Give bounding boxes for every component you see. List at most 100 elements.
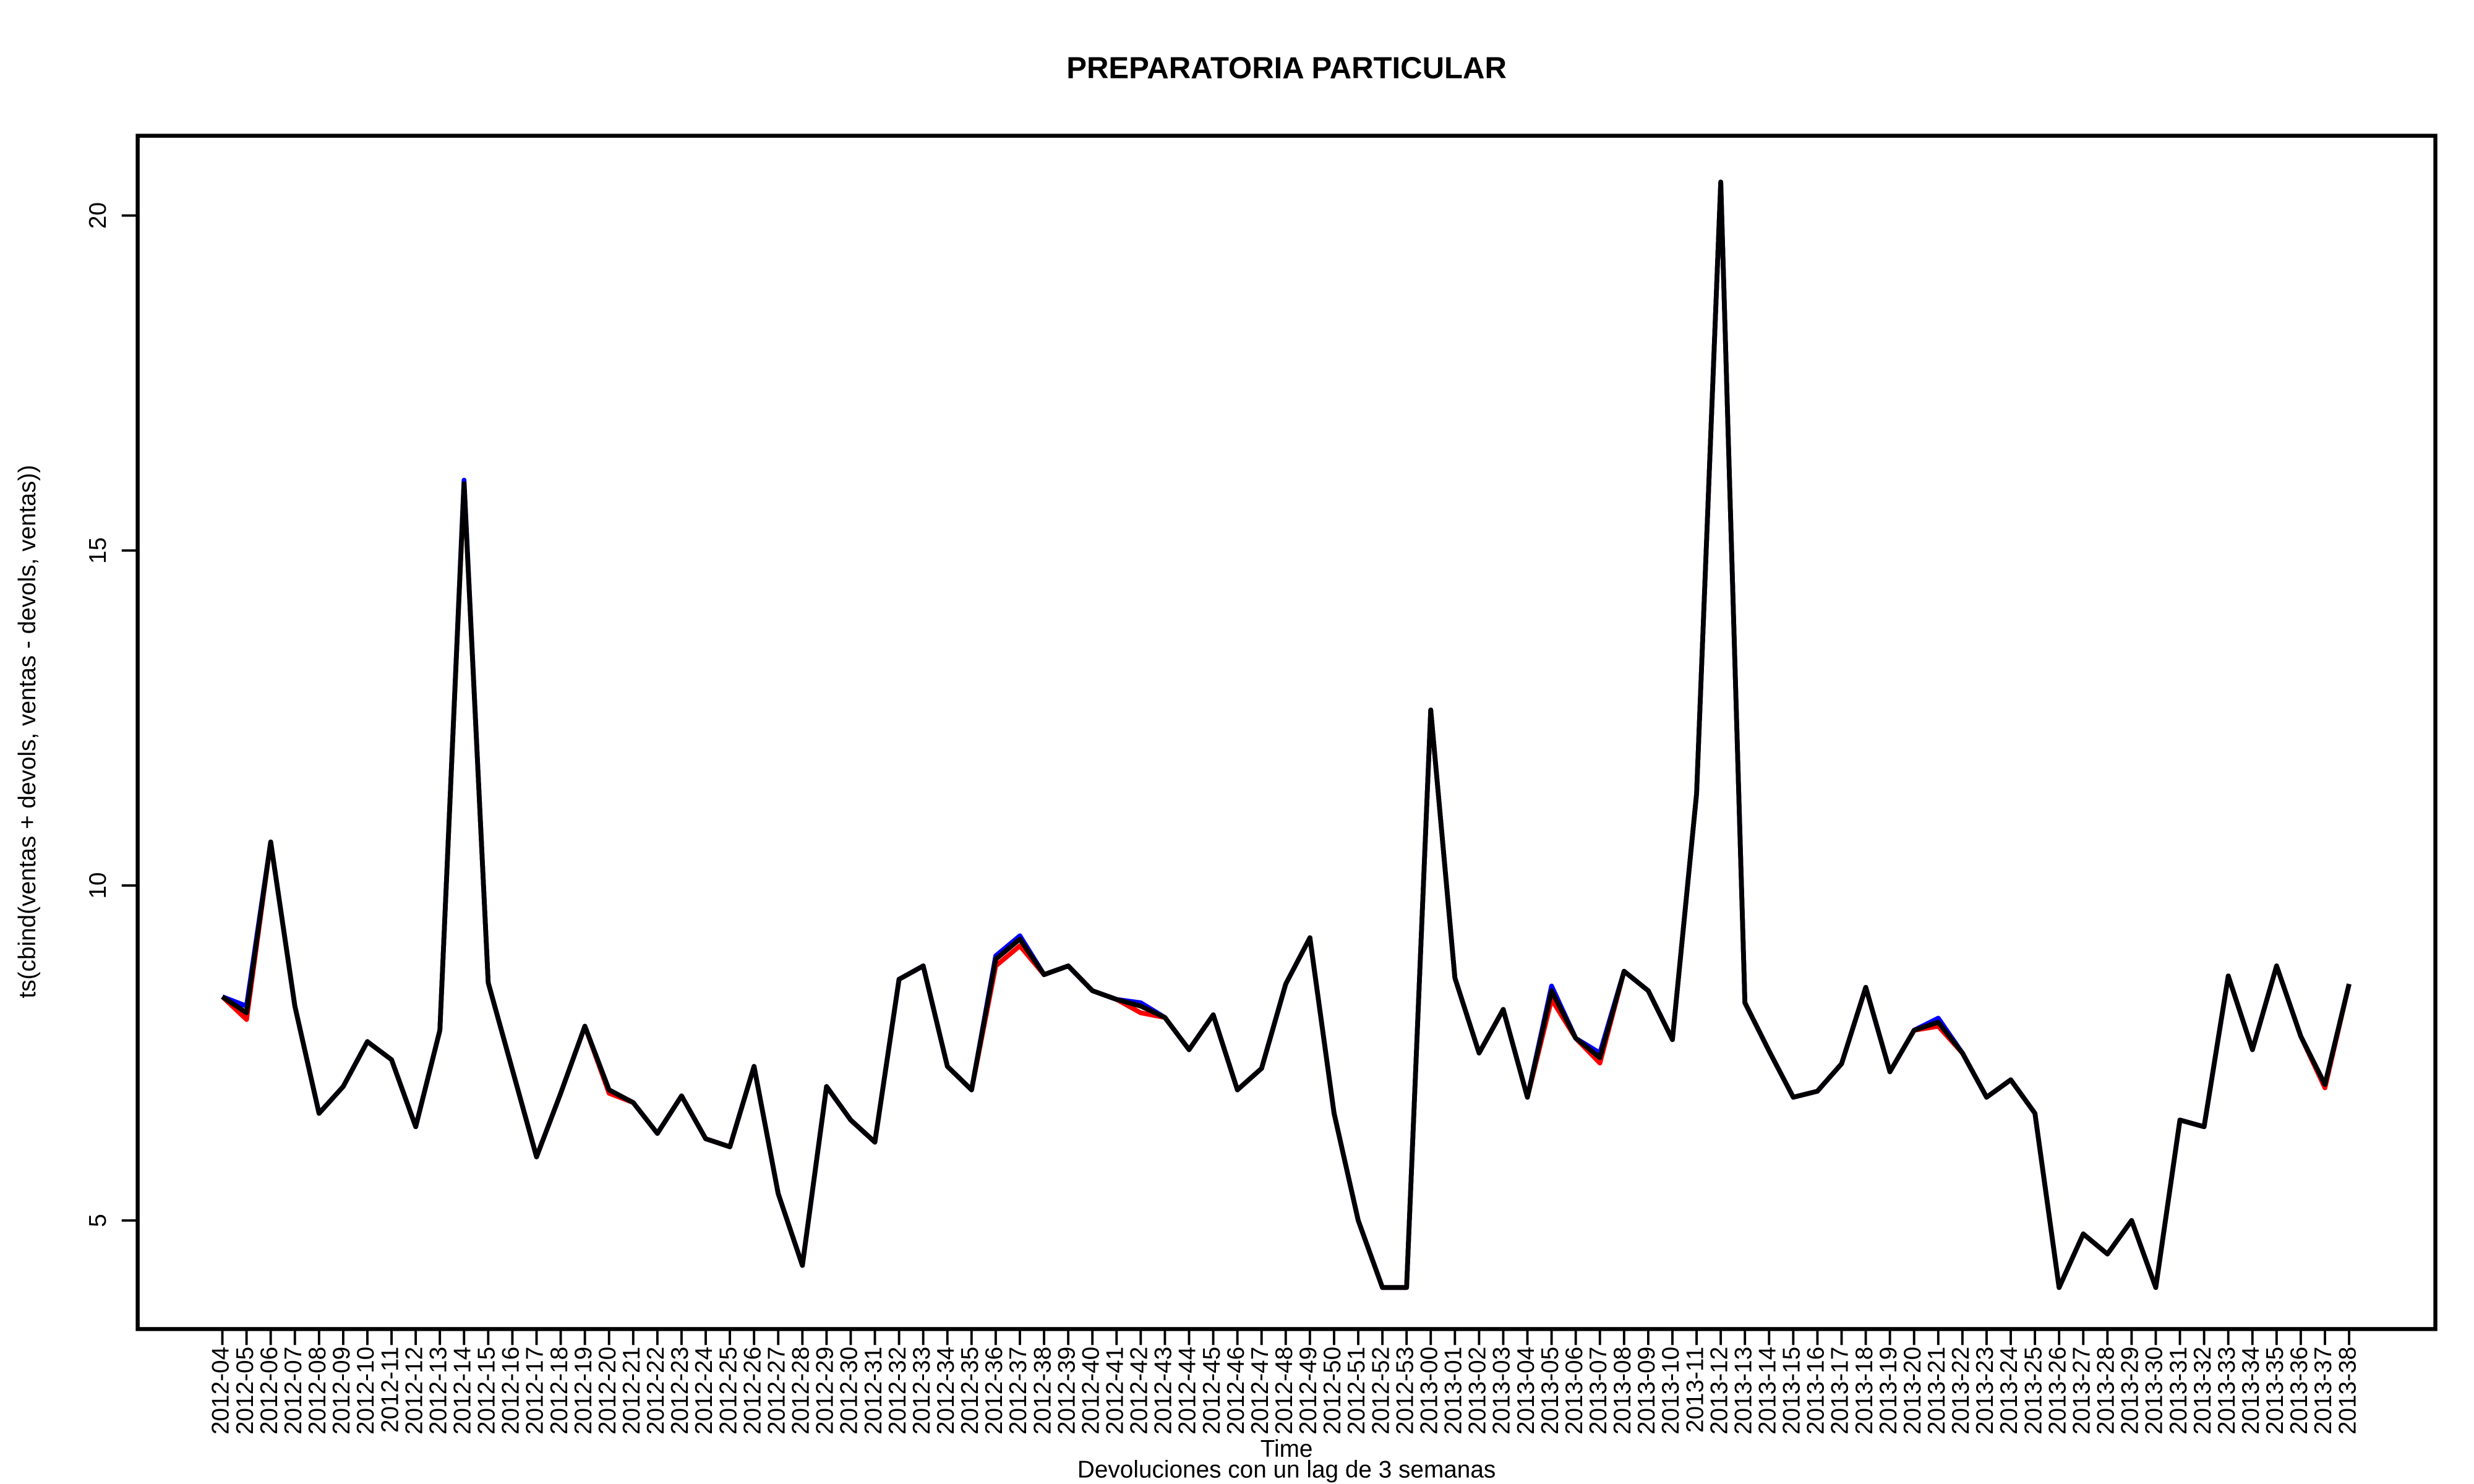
x-tick-label: 2012-47 [1247,1347,1273,1435]
x-tick-label: 2012-36 [981,1347,1008,1435]
x-tick-label: 2012-48 [1271,1347,1298,1435]
x-tick-label: 2013-16 [1803,1347,1830,1435]
x-tick-label: 2012-14 [450,1347,476,1435]
x-tick-label: 2012-11 [377,1347,403,1433]
x-tick-label: 2012-51 [1343,1347,1370,1435]
x-tick-label: 2012-07 [280,1347,307,1435]
x-tick-label: 2013-19 [1875,1347,1902,1435]
x-tick-label: 2012-32 [884,1347,911,1435]
x-tick-label: 2013-10 [1658,1347,1684,1435]
x-tick-label: 2013-01 [1440,1347,1467,1435]
x-tick-label: 2013-22 [1948,1347,1974,1435]
x-tick-label: 2012-27 [763,1347,790,1435]
x-tick-label: 2012-31 [860,1347,887,1435]
y-tick-label: 15 [85,537,111,564]
x-tick-label: 2012-52 [1368,1347,1394,1435]
x-tick-label: 2013-36 [2286,1347,2313,1435]
x-tick-label: 2013-35 [2262,1347,2288,1435]
x-tick-label: 2012-38 [1029,1347,1056,1435]
x-tick-label: 2012-41 [1102,1347,1129,1435]
x-tick-label: 2013-20 [1899,1347,1926,1435]
plot-frame [135,134,2438,1331]
series-line [221,179,2352,1290]
y-axis-label: ts(cbind(ventas + devols, ventas - devol… [14,465,41,999]
x-tick-label: 2013-27 [2068,1347,2095,1435]
x-tick-label: 2012-44 [1175,1347,1201,1435]
x-tick-label: 2013-04 [1513,1347,1539,1435]
x-tick-label: 2012-53 [1392,1347,1418,1435]
x-tick-label: 2012-22 [643,1347,669,1435]
x-tick-label: 2013-14 [1755,1347,1781,1435]
x-tick-label: 2013-28 [2093,1347,2120,1435]
x-tick-label: 2012-49 [1295,1347,1322,1435]
x-tick-label: 2013-17 [1827,1347,1854,1435]
x-tick-label: 2012-20 [594,1347,621,1435]
x-tick-label: 2013-05 [1537,1347,1564,1435]
y-tick-label: 5 [85,1214,111,1227]
x-tick-label: 2013-25 [2020,1347,2047,1435]
x-tick-label: 2012-19 [570,1347,597,1435]
x-tick-label: 2012-50 [1319,1347,1346,1435]
x-tick-label: 2013-26 [2044,1347,2071,1435]
x-tick-label: 2012-34 [933,1347,959,1435]
x-tick-label: 2013-00 [1416,1347,1442,1435]
x-tick-label: 2012-37 [1005,1347,1032,1435]
x-tick-label: 2013-37 [2310,1347,2337,1435]
series-line [220,179,2352,1290]
x-tick-label: 2013-02 [1465,1347,1491,1435]
x-tick-label: 2012-45 [1199,1347,1225,1435]
x-tick-label: 2012-29 [812,1347,839,1435]
x-tick-label: 2012-33 [909,1347,935,1435]
x-tick-label: 2012-35 [957,1347,983,1435]
x-tick-label: 2013-23 [1972,1347,1998,1435]
x-axis-label: Time [1261,1436,1313,1462]
x-tick-label: 2012-10 [353,1347,379,1435]
x-tick-label: 2012-24 [691,1347,717,1435]
x-tick-label: 2013-33 [2214,1347,2240,1435]
x-tick-label: 2012-43 [1150,1347,1177,1435]
x-tick-label: 2012-15 [474,1347,500,1435]
x-tick-label: 2013-21 [1924,1347,1950,1435]
y-tick-label: 10 [85,872,111,899]
x-tick-label: 2012-25 [715,1347,742,1435]
x-tick-label: 2012-17 [522,1347,549,1435]
x-tick-label: 2012-18 [546,1347,573,1435]
x-tick-label: 2012-46 [1223,1347,1249,1435]
x-tick-label: 2013-12 [1706,1347,1732,1435]
x-tick-label: 2013-18 [1851,1347,1878,1435]
x-tick-label: 2012-12 [401,1347,427,1435]
chart-title: PREPARATORIA PARTICULAR [1066,52,1507,85]
x-tick-label: 2013-34 [2238,1347,2264,1435]
x-tick-label: 2013-29 [2117,1347,2144,1435]
x-tick-label: 2012-26 [739,1347,766,1435]
x-tick-label: 2013-09 [1633,1347,1660,1435]
x-tick-label: 2012-06 [256,1347,283,1435]
x-tick-label: 2012-04 [208,1347,234,1435]
x-tick-label: 2013-11 [1682,1347,1708,1433]
x-tick-label: 2013-38 [2334,1347,2361,1435]
x-tick-label: 2013-03 [1489,1347,1515,1435]
x-tick-label: 2013-31 [2165,1347,2192,1435]
subtitle: Devoluciones con un lag de 3 semanas [1077,1457,1496,1483]
x-tick-label: 2012-23 [667,1347,693,1435]
x-tick-label: 2012-13 [425,1347,452,1435]
x-tick-label: 2012-28 [788,1347,815,1435]
y-tick-label: 20 [85,202,111,229]
x-tick-label: 2012-08 [304,1347,331,1435]
x-tick-label: 2013-32 [2189,1347,2216,1435]
x-tick-label: 2012-16 [498,1347,524,1435]
x-tick-label: 2013-30 [2141,1347,2168,1435]
x-tick-label: 2012-30 [836,1347,863,1435]
x-tick-label: 2013-24 [1996,1347,2022,1435]
x-tick-label: 2012-21 [618,1347,645,1435]
x-tick-label: 2013-07 [1585,1347,1612,1435]
x-tick-label: 2012-09 [328,1347,355,1435]
x-tick-label: 2013-15 [1779,1347,1805,1435]
x-tick-label: 2012-40 [1077,1347,1104,1435]
x-tick-label: 2013-13 [1730,1347,1757,1435]
series-line [221,179,2352,1290]
x-tick-label: 2013-06 [1561,1347,1588,1435]
x-tick-label: 2012-05 [232,1347,259,1435]
x-tick-label: 2012-42 [1126,1347,1153,1435]
